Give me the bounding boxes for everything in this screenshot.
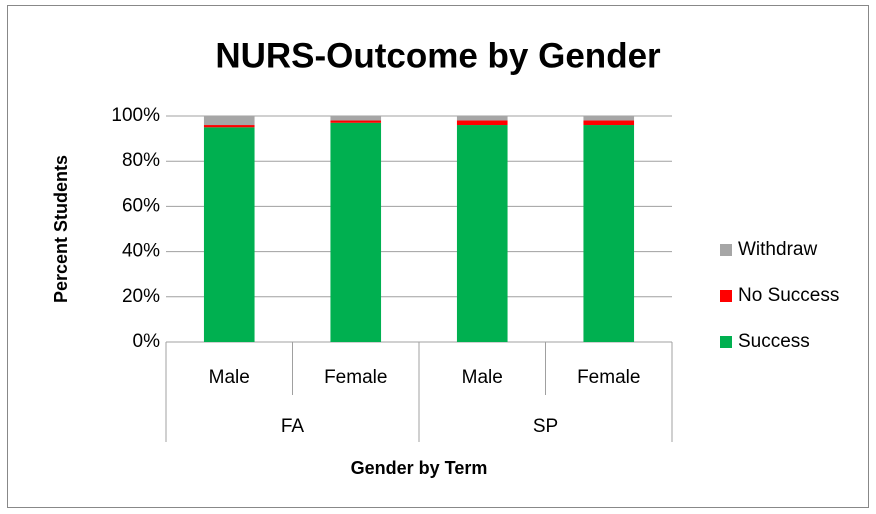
chart-border [7,5,869,508]
bar-segment [456,125,508,342]
bar-segment [203,125,255,128]
y-tick-label: 100% [111,105,160,126]
bar-segment [330,122,382,342]
y-axis-title: Percent Students [51,155,71,303]
x-axis-title: Gender by Term [351,458,488,478]
chart-title: NURS-Outcome by Gender [215,36,661,75]
bar-segment [203,116,255,126]
x-tick-label: Female [324,367,387,388]
bar-segment [203,127,255,342]
legend-label: Success [738,331,810,352]
bar-segment [583,116,635,121]
y-tick-label: 20% [122,286,160,307]
bar-segment [330,120,382,123]
legend-label: Withdraw [738,239,817,260]
legend-label: No Success [738,285,839,306]
bar-segment [583,125,635,342]
legend-swatch [720,290,732,302]
group-label: FA [281,416,305,437]
legend-swatch [720,244,732,256]
bar-segment [330,116,382,121]
bar-segment [456,116,508,121]
group-label: SP [533,416,558,437]
y-tick-label: 0% [133,331,161,352]
x-tick-label: Male [462,367,503,388]
bar-segment [583,120,635,126]
x-tick-label: Female [577,367,640,388]
y-tick-label: 40% [122,241,160,262]
legend-swatch [720,336,732,348]
y-tick-label: 80% [122,150,160,171]
y-tick-label: 60% [122,195,160,216]
bar-segment [456,120,508,126]
x-tick-label: Male [209,367,250,388]
